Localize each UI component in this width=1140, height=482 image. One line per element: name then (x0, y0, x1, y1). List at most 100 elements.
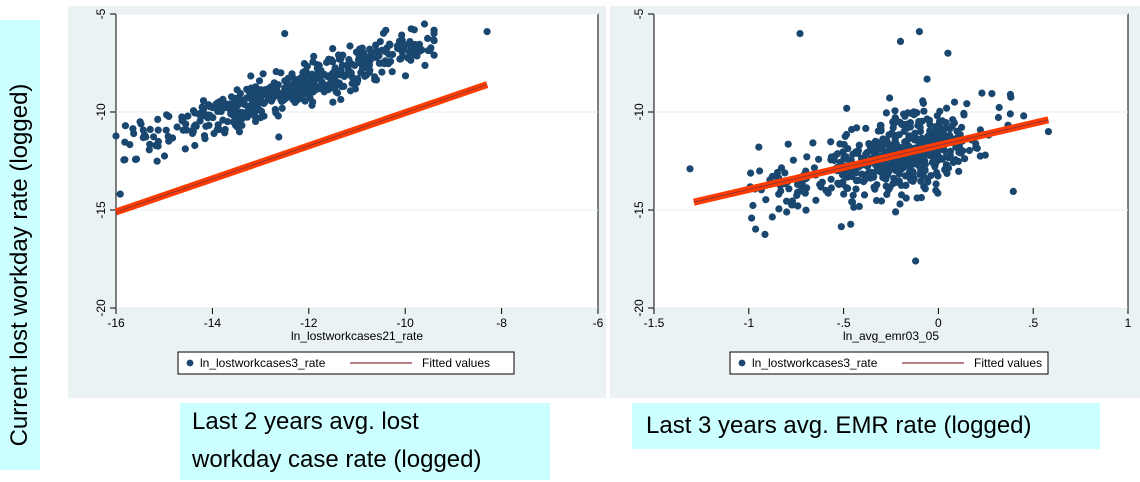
data-point (950, 98, 959, 106)
data-point (330, 71, 338, 79)
data-point (378, 68, 386, 76)
data-point (931, 163, 939, 171)
data-point (379, 29, 388, 37)
data-point (888, 129, 896, 137)
data-point (918, 155, 926, 163)
caption-left-line1: Last 2 years avg. lost (192, 408, 419, 435)
data-point (748, 214, 756, 222)
caption-left: Last 2 years avg. lost workday case rate… (180, 403, 550, 480)
data-point (883, 190, 891, 198)
data-point (944, 49, 952, 57)
data-point (116, 190, 124, 198)
data-point (798, 182, 806, 190)
data-point (816, 180, 824, 189)
data-point (783, 208, 791, 216)
data-point (339, 51, 347, 59)
data-point (334, 89, 342, 97)
data-point (205, 121, 213, 129)
legend-label-fit: Fitted values (974, 356, 1042, 370)
data-point (1006, 110, 1014, 118)
data-point (877, 197, 886, 205)
y-tick-label: -5 (94, 8, 108, 19)
y-axis-label-box: Current lost workday rate (logged) (0, 20, 40, 470)
data-point (210, 129, 218, 138)
data-point (308, 81, 316, 89)
data-point (954, 157, 962, 165)
data-point (430, 37, 438, 45)
data-point (421, 61, 429, 69)
data-point (259, 70, 267, 78)
data-point (364, 65, 372, 73)
data-point (233, 86, 241, 94)
data-point (372, 41, 380, 49)
data-point (783, 197, 791, 205)
data-point (173, 123, 181, 131)
data-point (874, 165, 882, 173)
data-point (234, 117, 242, 125)
data-point (281, 84, 289, 92)
data-point (901, 138, 910, 146)
data-point (216, 97, 224, 105)
data-point (949, 116, 957, 124)
y-axis-label: Current lost workday rate (logged) (6, 83, 33, 447)
data-point (849, 191, 857, 199)
data-point (852, 177, 860, 185)
y-tick-label: -15 (94, 201, 108, 219)
data-point (933, 169, 941, 177)
data-point (912, 257, 920, 265)
data-point (145, 146, 153, 154)
data-point (843, 104, 851, 112)
data-point (906, 167, 914, 176)
data-point (410, 26, 418, 34)
data-point (224, 118, 232, 126)
data-point (891, 107, 899, 115)
data-point (131, 155, 140, 163)
x-tick-label: -12 (300, 316, 318, 330)
x-tick-label: -14 (204, 316, 222, 330)
data-point (154, 142, 162, 150)
data-point (150, 133, 158, 141)
data-point (214, 121, 222, 129)
legend-marker-points (738, 359, 746, 367)
data-point (910, 111, 918, 119)
data-point (873, 138, 881, 146)
data-point (925, 116, 933, 124)
data-point (880, 141, 888, 149)
data-point (896, 200, 904, 208)
data-point (934, 189, 942, 197)
data-point (882, 109, 890, 117)
data-point (793, 191, 801, 200)
data-point (388, 68, 396, 76)
data-point (292, 77, 300, 85)
data-point (885, 146, 893, 154)
data-point (943, 169, 951, 177)
data-point (803, 153, 811, 161)
data-point (830, 156, 838, 165)
data-point (298, 94, 306, 102)
data-point (401, 72, 410, 80)
data-point (424, 34, 432, 42)
data-point (372, 46, 380, 55)
data-point (385, 40, 394, 48)
data-point (834, 179, 842, 187)
data-point (1006, 90, 1014, 98)
data-point (235, 128, 244, 136)
data-point (384, 60, 392, 68)
data-point (346, 87, 355, 95)
data-point (890, 174, 898, 182)
data-point (802, 206, 810, 214)
data-point (752, 225, 760, 233)
data-point (931, 134, 939, 142)
data-point (274, 81, 282, 89)
data-point (196, 117, 204, 125)
data-point (747, 169, 755, 177)
data-point (916, 170, 924, 178)
data-point (308, 70, 316, 78)
data-point (827, 175, 835, 183)
data-point (353, 79, 361, 87)
data-point (963, 100, 971, 108)
data-point (961, 155, 969, 163)
data-point (154, 115, 162, 123)
data-point (953, 127, 961, 135)
data-point (768, 172, 776, 181)
